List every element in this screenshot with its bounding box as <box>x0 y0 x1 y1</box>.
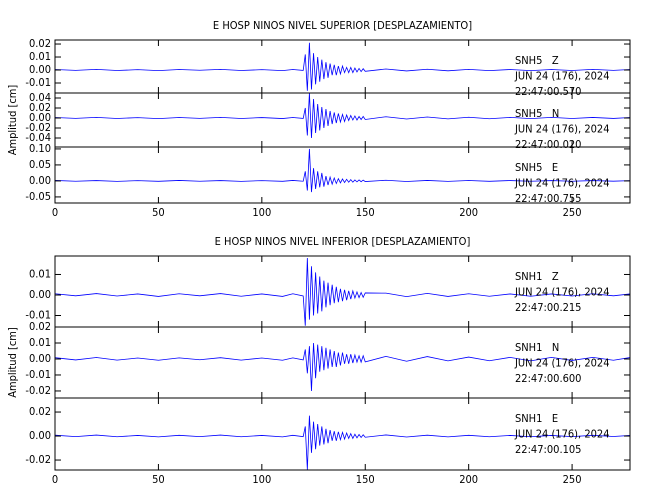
x-tick-label: 150 <box>356 206 375 219</box>
trace-annotation: 22:47:00.020 <box>515 138 581 151</box>
x-tick-label: 200 <box>459 206 478 219</box>
trace-annotation: 22:47:00.105 <box>515 443 581 456</box>
y-tick-label: 0.00 <box>29 63 51 76</box>
y-tick-label: -0.02 <box>25 384 51 397</box>
x-tick-label: 250 <box>563 206 582 219</box>
y-tick-label: 0.01 <box>29 267 51 280</box>
y-tick-label: 0.00 <box>29 352 51 365</box>
y-tick-label: 0.04 <box>29 91 51 104</box>
y-tick-label: -0.01 <box>25 309 51 322</box>
trace-annotation: SNH5 E <box>515 161 558 174</box>
y-tick-label: 0.02 <box>29 320 51 333</box>
y-tick-label: -0.02 <box>25 453 51 466</box>
chart-title: E HOSP NINOS NIVEL SUPERIOR [DESPLAZAMIE… <box>213 19 472 32</box>
trace-annotation: 22:47:00.215 <box>515 301 581 314</box>
trace-annotation: 22:47:00.570 <box>515 85 581 98</box>
y-tick-label: 0.01 <box>29 50 51 63</box>
trace-annotation: 22:47:00.755 <box>515 192 581 205</box>
trace-annotation: SNH5 Z <box>515 54 559 67</box>
x-tick-label: 50 <box>152 206 165 219</box>
waveform <box>55 42 630 91</box>
trace-annotation: SNH5 N <box>515 107 559 120</box>
y-tick-label: -0.05 <box>25 190 51 203</box>
x-tick-label: 50 <box>152 473 165 486</box>
x-tick-label: 200 <box>459 473 478 486</box>
y-tick-label: 0.00 <box>29 111 51 124</box>
waveform <box>55 148 630 193</box>
y-axis-label: Amplitud [cm] <box>6 327 19 398</box>
x-tick-label: 0 <box>52 473 58 486</box>
y-tick-label: 0.02 <box>29 405 51 418</box>
chart-title: E HOSP NINOS NIVEL INFERIOR [DESPLAZAMIE… <box>215 235 471 248</box>
trace-annotation: SNH1 Z <box>515 270 559 283</box>
waveform <box>55 258 630 326</box>
x-tick-label: 250 <box>563 473 582 486</box>
x-tick-label: 150 <box>356 473 375 486</box>
y-tick-label: 0.00 <box>29 429 51 442</box>
y-tick-label: 0.05 <box>29 158 51 171</box>
y-tick-label: 0.02 <box>29 101 51 114</box>
y-tick-label: 0.00 <box>29 174 51 187</box>
trace-annotation: JUN 24 (176), 2024 <box>514 286 610 299</box>
y-tick-label: 0.01 <box>29 336 51 349</box>
y-tick-label: 0.00 <box>29 288 51 301</box>
trace-annotation: JUN 24 (176), 2024 <box>514 123 610 136</box>
panel-frame <box>54 397 631 471</box>
trace-annotation: JUN 24 (176), 2024 <box>514 70 610 83</box>
panel-frame <box>54 146 631 204</box>
y-tick-label: 0.02 <box>29 37 51 50</box>
waveform <box>55 93 630 139</box>
trace-annotation: SNH1 E <box>515 412 558 425</box>
waveform <box>55 415 630 470</box>
trace-annotation: SNH1 N <box>515 341 559 354</box>
trace-annotation: JUN 24 (176), 2024 <box>514 357 610 370</box>
y-axis-label: Amplitud [cm] <box>6 85 19 156</box>
y-tick-label: -0.04 <box>25 131 51 144</box>
x-tick-label: 0 <box>52 206 58 219</box>
trace-annotation: 22:47:00.600 <box>515 372 581 385</box>
waveform <box>55 342 630 391</box>
trace-annotation: JUN 24 (176), 2024 <box>514 428 610 441</box>
y-tick-label: -0.02 <box>25 121 51 134</box>
y-tick-label: -0.01 <box>25 368 51 381</box>
trace-annotation: JUN 24 (176), 2024 <box>514 177 610 190</box>
y-tick-label: 0.10 <box>29 142 51 155</box>
x-tick-label: 100 <box>252 473 271 486</box>
x-tick-label: 100 <box>252 206 271 219</box>
y-tick-label: -0.01 <box>25 76 51 89</box>
